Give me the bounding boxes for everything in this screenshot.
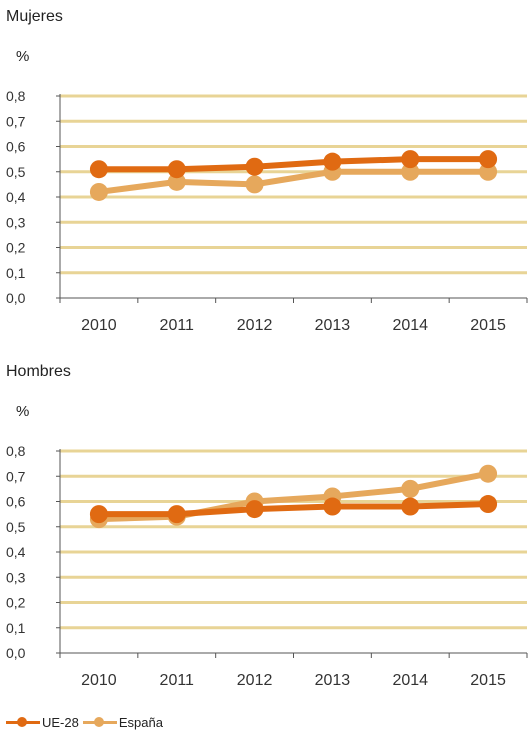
chart-title: Hombres bbox=[6, 363, 71, 380]
data-point-ue28 bbox=[323, 152, 342, 171]
y-tick-label: 0,6 bbox=[6, 494, 26, 510]
data-point-espana bbox=[401, 162, 420, 181]
data-point-ue28 bbox=[167, 160, 186, 179]
data-point-espana bbox=[401, 479, 420, 498]
legend-label: UE-28 bbox=[42, 714, 79, 730]
data-point-ue28 bbox=[167, 505, 186, 524]
data-point-ue28 bbox=[245, 157, 264, 176]
y-tick-label: 0,3 bbox=[6, 214, 26, 230]
data-point-ue28 bbox=[479, 495, 498, 514]
y-tick-label: 0,7 bbox=[6, 113, 26, 129]
y-tick-label: 0,2 bbox=[6, 595, 26, 611]
y-tick-label: 0,5 bbox=[6, 164, 26, 180]
data-point-espana bbox=[479, 464, 498, 483]
data-point-espana bbox=[245, 175, 264, 194]
y-tick-label: 0,0 bbox=[6, 290, 26, 306]
data-point-espana bbox=[89, 182, 108, 201]
chart-panel-hombres: Hombres % 0,0 0,1 0,2 0,3 0,4 0,5 0,6 0,7 0,8 201… bbox=[0, 355, 529, 695]
data-point-ue28 bbox=[479, 150, 498, 169]
x-tick-label: 2014 bbox=[392, 672, 428, 689]
x-tick-label: 2013 bbox=[315, 317, 351, 334]
x-tick-label: 2012 bbox=[237, 672, 273, 689]
legend-label: España bbox=[118, 714, 163, 730]
x-tick-label: 2015 bbox=[470, 672, 506, 689]
legend: UE-28 España bbox=[6, 712, 167, 732]
y-tick-label: 0,7 bbox=[6, 468, 26, 484]
data-point-ue28 bbox=[245, 500, 264, 519]
y-tick-label: 0,8 bbox=[6, 443, 26, 459]
y-tick-label: 0,1 bbox=[6, 265, 26, 281]
y-tick-label: 0,3 bbox=[6, 569, 26, 585]
data-point-ue28 bbox=[89, 505, 108, 524]
legend-swatch-espana bbox=[82, 715, 117, 729]
x-tick-label: 2015 bbox=[470, 317, 506, 334]
series-line-ue28 bbox=[95, 501, 492, 518]
data-point-ue28 bbox=[401, 497, 420, 516]
line-chart-hombres: 0,0 0,1 0,2 0,3 0,4 0,5 0,6 0,7 0,8 2010 2011 2012 2… bbox=[6, 443, 528, 689]
legend-item-ue28: UE-28 bbox=[6, 715, 79, 730]
x-tick-label: 2011 bbox=[160, 672, 195, 689]
y-tick-label: 0,5 bbox=[6, 519, 26, 535]
data-point-espana bbox=[479, 162, 498, 181]
y-tick-label: 0,1 bbox=[6, 620, 26, 636]
legend-item-espana: España bbox=[82, 714, 163, 730]
data-point-ue28 bbox=[89, 160, 108, 179]
y-tick-label: 0,0 bbox=[6, 645, 26, 661]
y-tick-label: 0,4 bbox=[6, 189, 26, 205]
series-line-espana bbox=[95, 168, 492, 195]
data-point-ue28 bbox=[401, 150, 420, 169]
x-tick-label: 2010 bbox=[81, 317, 117, 334]
data-point-espana bbox=[167, 172, 186, 191]
y-tick-label: 0,4 bbox=[6, 544, 26, 560]
x-tick-label: 2013 bbox=[315, 672, 351, 689]
x-tick-label: 2010 bbox=[81, 672, 117, 689]
y-axis-unit: % bbox=[16, 403, 30, 420]
x-tick-label: 2014 bbox=[392, 317, 428, 334]
legend-swatch-ue28 bbox=[6, 715, 40, 729]
y-tick-label: 0,6 bbox=[6, 139, 26, 155]
y-tick-label: 0,8 bbox=[6, 88, 26, 104]
y-tick-label: 0,2 bbox=[6, 240, 26, 256]
chart-title: Mujeres bbox=[6, 8, 63, 25]
y-axis-unit: % bbox=[16, 48, 30, 65]
chart-panel-mujeres: Mujeres % 0,0 0,1 0,2 0,3 0,4 0,5 0,6 0,7 0,8 201… bbox=[0, 0, 529, 340]
x-tick-label: 2012 bbox=[237, 317, 273, 334]
series-line-ue28 bbox=[95, 156, 492, 173]
line-chart-mujeres: 0,0 0,1 0,2 0,3 0,4 0,5 0,6 0,7 0,8 2010 2011 2012 2… bbox=[6, 88, 528, 334]
data-point-ue28 bbox=[323, 497, 342, 516]
x-tick-label: 2011 bbox=[160, 317, 195, 334]
